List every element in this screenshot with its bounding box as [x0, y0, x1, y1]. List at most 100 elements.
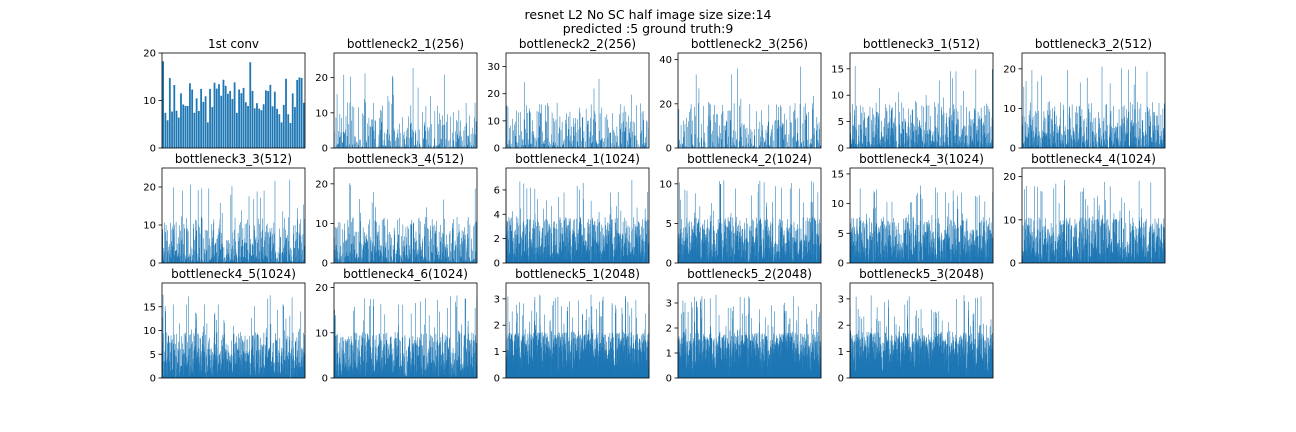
- bar: [791, 258, 793, 263]
- bar: [757, 223, 758, 263]
- bar: [226, 248, 228, 263]
- bar: [1098, 111, 1099, 148]
- bar: [449, 230, 451, 263]
- bar: [524, 251, 526, 263]
- bar: [610, 192, 611, 263]
- bar: [789, 147, 790, 148]
- bar: [377, 257, 379, 263]
- bar: [183, 261, 184, 263]
- bar: [637, 243, 639, 263]
- bar: [213, 219, 215, 263]
- bar: [424, 236, 426, 263]
- bar: [526, 105, 527, 148]
- bar: [695, 74, 697, 148]
- bar: [859, 141, 860, 148]
- bar: [1069, 108, 1070, 148]
- bar: [507, 230, 509, 263]
- bar: [876, 144, 878, 148]
- bar: [1043, 121, 1044, 148]
- bar: [1067, 142, 1069, 148]
- bar: [506, 242, 507, 263]
- bar: [623, 106, 625, 148]
- bar: [1057, 129, 1059, 148]
- bar: [534, 213, 536, 263]
- bar: [400, 255, 401, 263]
- bar: [249, 225, 250, 263]
- bar: [337, 251, 338, 263]
- bar: [197, 253, 199, 263]
- bar: [533, 130, 534, 148]
- bar: [967, 143, 968, 148]
- bar: [874, 146, 875, 148]
- subplot-title: bottleneck3_2(512): [1035, 37, 1152, 51]
- bar: [571, 126, 572, 148]
- bar: [1076, 124, 1078, 148]
- bar: [395, 258, 397, 263]
- bar: [430, 95, 431, 148]
- bar: [1120, 145, 1122, 148]
- bar: [532, 134, 534, 148]
- bar: [793, 136, 795, 148]
- bar: [728, 227, 729, 263]
- bar: [278, 261, 280, 263]
- bar: [857, 146, 859, 148]
- bar: [426, 261, 428, 263]
- bar: [955, 134, 956, 148]
- bar: [698, 103, 699, 148]
- bar: [748, 147, 750, 148]
- bar: [1094, 134, 1095, 148]
- bar: [451, 262, 452, 263]
- bar: [1083, 142, 1085, 148]
- bar: [291, 256, 292, 263]
- bar: [431, 124, 432, 148]
- bar: [990, 142, 991, 148]
- bar: [619, 128, 621, 148]
- bar: [560, 146, 561, 148]
- bar: [475, 121, 477, 148]
- bar: [861, 129, 862, 148]
- bar: [338, 260, 340, 263]
- bar: [900, 133, 901, 148]
- bar: [636, 140, 638, 148]
- bar: [570, 135, 571, 148]
- bar: [542, 143, 544, 148]
- bar: [279, 253, 280, 263]
- bar: [259, 259, 261, 263]
- bar: [294, 107, 296, 148]
- bar: [599, 113, 601, 148]
- bar: [176, 250, 177, 263]
- bar: [1138, 136, 1139, 148]
- bar: [300, 77, 303, 148]
- bar: [512, 253, 514, 263]
- bar: [538, 111, 539, 148]
- bar: [340, 256, 341, 263]
- bar: [749, 104, 751, 148]
- bar: [721, 113, 722, 148]
- bar: [1147, 140, 1149, 148]
- bar: [686, 237, 687, 263]
- bar: [884, 146, 886, 148]
- bar: [717, 114, 718, 148]
- bar: [624, 243, 625, 263]
- bar: [425, 106, 427, 148]
- bar: [396, 146, 398, 148]
- bar: [378, 231, 379, 263]
- bar: [1132, 125, 1133, 148]
- bar: [800, 239, 801, 263]
- bar: [434, 233, 435, 263]
- bar: [297, 208, 298, 263]
- bar: [351, 106, 353, 148]
- bar: [256, 191, 258, 263]
- bar: [876, 146, 877, 148]
- bar: [171, 111, 173, 148]
- bar: [1128, 111, 1130, 148]
- bar: [1079, 127, 1080, 148]
- bar: [608, 127, 609, 148]
- bar: [891, 129, 893, 148]
- bar: [525, 145, 527, 148]
- bar: [1146, 71, 1148, 148]
- bar: [186, 218, 187, 263]
- bar: [460, 244, 461, 263]
- bar: [465, 146, 466, 148]
- bar: [199, 257, 201, 263]
